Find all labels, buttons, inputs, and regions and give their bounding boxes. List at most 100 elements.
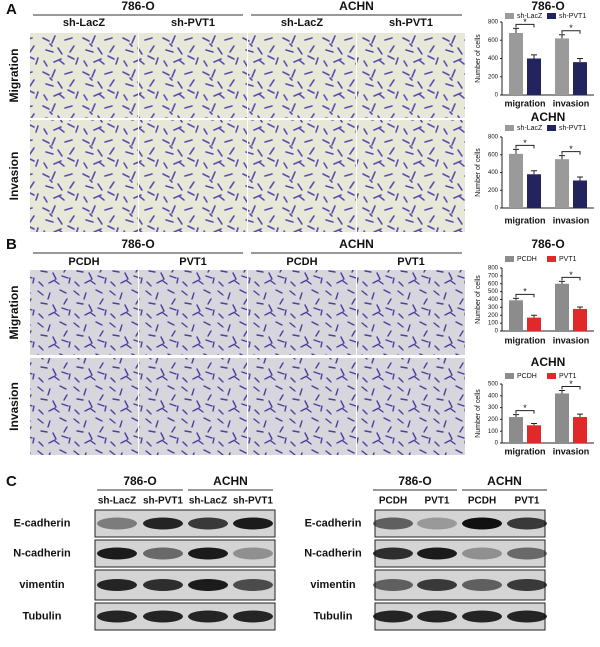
significance-bracket	[561, 276, 581, 281]
chart-title: 786-O	[531, 0, 564, 13]
significance-bracket	[561, 385, 581, 390]
blot-band	[507, 579, 547, 591]
blot-band	[507, 517, 547, 530]
bar	[509, 300, 523, 331]
significance-mark: *	[569, 23, 573, 33]
micrograph	[30, 120, 138, 232]
legend-label: sh-LacZ	[517, 125, 543, 132]
condition-header: sh-PVT1	[389, 17, 433, 29]
error-bar	[559, 280, 565, 284]
micrograph	[248, 270, 356, 355]
protein-label: N-cadherin	[13, 547, 71, 559]
row-label: Migration	[7, 49, 21, 103]
error-bar	[559, 155, 565, 160]
blot-band	[373, 517, 413, 530]
error-bar	[513, 414, 519, 418]
group-header: 786-O	[123, 474, 156, 488]
panel-label: A	[6, 1, 17, 18]
y-tick-label: 0	[495, 206, 499, 212]
y-tick-label: 300	[488, 305, 499, 311]
error-bar	[531, 54, 537, 59]
blot-band	[188, 579, 228, 591]
blot-band	[143, 517, 183, 530]
micrograph	[248, 120, 356, 232]
condition-header: PVT1	[179, 256, 207, 268]
x-tick-label: migration	[504, 446, 545, 456]
x-tick-label: migration	[504, 215, 545, 225]
protein-label: E-cadherin	[305, 517, 362, 529]
blot-band	[188, 610, 228, 623]
legend-swatch	[547, 125, 556, 131]
protein-label: vimentin	[310, 579, 356, 591]
bar	[555, 283, 569, 331]
bar	[573, 180, 587, 208]
bar	[509, 153, 523, 208]
y-tick-label: 600	[488, 281, 499, 287]
error-bar	[531, 170, 537, 175]
condition-header: PCDH	[286, 256, 317, 268]
panel-label: C	[6, 473, 17, 490]
error-bar	[531, 314, 537, 318]
blot-band	[233, 517, 273, 530]
protein-label: N-cadherin	[304, 547, 362, 559]
micrograph	[30, 270, 138, 355]
group-header: 786-O	[121, 237, 154, 251]
y-tick-label: 200	[488, 74, 499, 80]
blot-band	[417, 610, 457, 623]
y-tick-label: 700	[488, 273, 499, 279]
legend-label: PCDH	[517, 256, 537, 263]
legend-swatch	[547, 256, 556, 262]
blot-band	[233, 547, 273, 560]
y-tick-label: 500	[488, 382, 499, 388]
micrograph	[248, 358, 356, 455]
blot-band	[417, 517, 457, 530]
x-tick-label: invasion	[553, 98, 590, 108]
legend-label: PVT1	[559, 373, 577, 380]
y-axis-label: Number of cells	[475, 148, 482, 197]
legend-label: sh-PVT1	[559, 125, 586, 132]
bar	[573, 62, 587, 95]
condition-header: sh-LacZ	[281, 17, 323, 29]
blot-strip	[94, 539, 276, 568]
chart-title: ACHN	[531, 110, 566, 124]
significance-mark: *	[523, 17, 527, 27]
condition-header: PCDH	[379, 496, 407, 507]
y-tick-label: 600	[488, 152, 499, 158]
condition-header: PVT1	[514, 496, 539, 507]
micrograph	[139, 270, 247, 355]
micrograph	[30, 358, 138, 455]
blot-band	[462, 547, 502, 560]
group-header: 786-O	[398, 474, 431, 488]
blot-band	[373, 610, 413, 623]
blot-band	[143, 547, 183, 560]
y-tick-label: 200	[488, 313, 499, 319]
y-tick-label: 0	[495, 93, 499, 99]
y-tick-label: 800	[488, 135, 499, 141]
legend-swatch	[547, 13, 556, 19]
legend-label: PVT1	[559, 256, 577, 263]
y-tick-label: 800	[488, 20, 499, 26]
group-header: ACHN	[487, 474, 522, 488]
blot-band	[97, 610, 137, 623]
blot-band	[97, 579, 137, 591]
condition-header: sh-LacZ	[98, 496, 136, 507]
error-bar	[577, 176, 583, 181]
y-tick-label: 0	[495, 329, 499, 335]
significance-mark: *	[569, 270, 573, 280]
error-bar	[513, 148, 519, 154]
bar	[527, 174, 541, 208]
y-tick-label: 400	[488, 393, 499, 399]
y-tick-label: 100	[488, 321, 499, 327]
legend-swatch	[505, 256, 514, 262]
bar	[555, 159, 569, 208]
bar	[509, 417, 523, 443]
y-tick-label: 200	[488, 417, 499, 423]
row-label: Invasion	[7, 152, 21, 201]
y-axis-label: Number of cells	[475, 275, 482, 324]
blot-band	[373, 547, 413, 560]
blot-band	[97, 547, 137, 560]
blot-band	[417, 579, 457, 591]
panel-label: B	[6, 236, 17, 253]
significance-bracket	[515, 293, 535, 298]
